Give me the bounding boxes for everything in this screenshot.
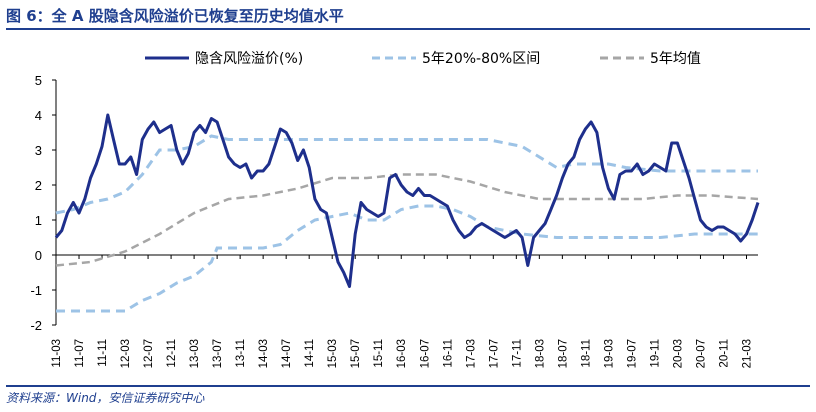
series-line-premium xyxy=(54,113,760,288)
x-tick-label: 20-11 xyxy=(718,339,730,368)
x-tick-label: 19-07 xyxy=(626,339,638,368)
y-tick-label: 1 xyxy=(35,213,42,228)
y-tick-label: -2 xyxy=(30,318,42,333)
legend-label: 5年20%-80%区间 xyxy=(422,51,540,67)
legend-label: 5年均值 xyxy=(650,51,701,67)
x-tick-label: 12-07 xyxy=(143,339,155,368)
x-tick-label: 18-07 xyxy=(557,339,569,368)
x-tick-label: 15-03 xyxy=(327,339,339,368)
x-tick-label: 15-11 xyxy=(373,339,385,368)
y-tick-label: 5 xyxy=(35,73,42,88)
x-tick-label: 19-11 xyxy=(649,339,661,368)
x-tick-label: 20-03 xyxy=(672,339,684,368)
x-tick-label: 14-11 xyxy=(304,339,316,368)
x-tick-label: 17-11 xyxy=(511,339,523,368)
plot-area xyxy=(54,113,760,313)
x-tick-label: 15-07 xyxy=(350,339,362,368)
series-band-upper xyxy=(55,134,758,215)
legend: 隐含风险溢价(%) 5年20%-80%区间 5年均值 xyxy=(145,51,701,67)
x-tick-label: 12-03 xyxy=(120,339,132,368)
x-axis: 11-03 11-07 11-11 12-03 12-07 12-11 13-03 13-07… xyxy=(51,254,758,368)
y-tick-label: 2 xyxy=(35,178,42,193)
x-tick-label: 11-11 xyxy=(97,339,109,367)
x-tick-label: 16-11 xyxy=(442,339,454,368)
figure-title: 图 6：全 A 股隐含风险溢价已恢复至历史均值水平 xyxy=(6,4,810,30)
y-tick-label: 4 xyxy=(35,108,42,123)
x-tick-label: 14-03 xyxy=(258,339,270,368)
x-tick-label: 16-07 xyxy=(419,339,431,368)
series-band-lower xyxy=(56,204,758,313)
y-tick-label: -1 xyxy=(30,283,42,298)
x-tick-label: 18-03 xyxy=(534,339,546,368)
x-tick-label: 13-03 xyxy=(189,339,201,368)
x-tick-label: 13-11 xyxy=(235,339,247,368)
x-tick-label: 17-07 xyxy=(488,339,500,368)
x-tick-label: 16-03 xyxy=(396,339,408,368)
x-tick-label: 12-11 xyxy=(166,339,178,368)
x-tick-label: 21-03 xyxy=(741,339,753,368)
x-tick-label: 18-11 xyxy=(580,339,592,368)
x-tick-label: 11-07 xyxy=(74,339,86,368)
x-tick-label: 14-07 xyxy=(281,339,293,368)
x-tick-label: 19-03 xyxy=(603,339,615,368)
y-axis: -2 -1 0 1 2 3 4 5 xyxy=(30,73,57,333)
x-tick-label: 20-07 xyxy=(695,339,707,368)
source-note: 资料来源：Wind，安信证券研究中心 xyxy=(6,385,810,409)
x-tick-label: 11-03 xyxy=(51,339,63,368)
y-tick-label: 3 xyxy=(35,143,42,158)
legend-label: 隐含风险溢价(%) xyxy=(195,51,303,67)
x-tick-label: 13-07 xyxy=(212,339,224,368)
y-tick-label: 0 xyxy=(35,248,42,263)
x-tick-label: 17-03 xyxy=(465,339,477,368)
series-line-mean xyxy=(55,173,759,267)
